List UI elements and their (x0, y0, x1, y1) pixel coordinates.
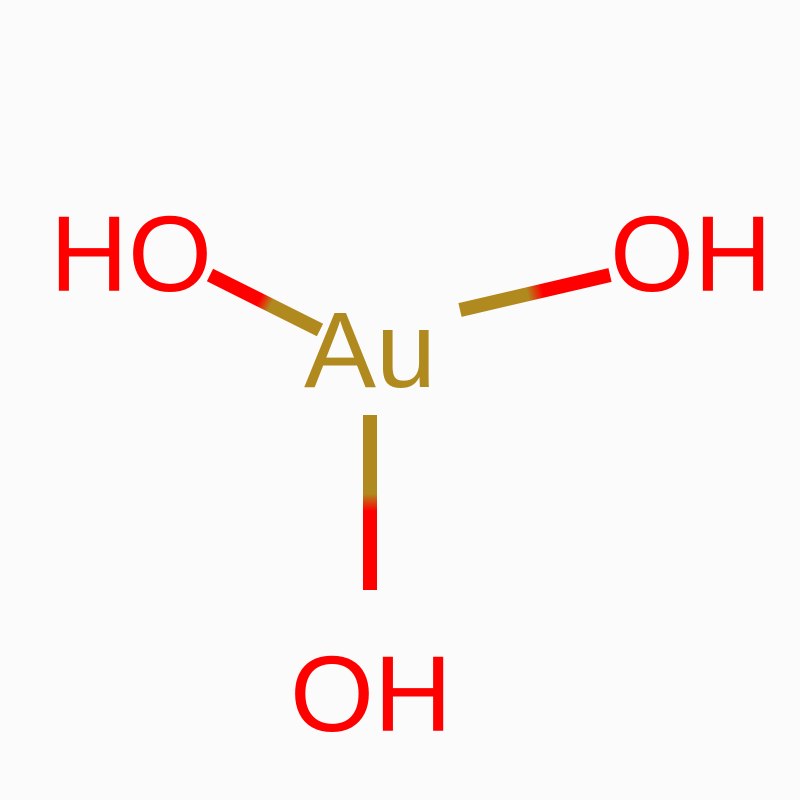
chemical-structure-canvas: Au HO OH OH (0, 0, 800, 800)
atom-oh_left: HO (50, 200, 212, 308)
atom-oh_bottom: OH (290, 640, 452, 748)
bond-au-oh_right (460, 275, 610, 310)
atom-oh_right: OH (610, 200, 772, 308)
atom-au: Au (304, 296, 436, 404)
